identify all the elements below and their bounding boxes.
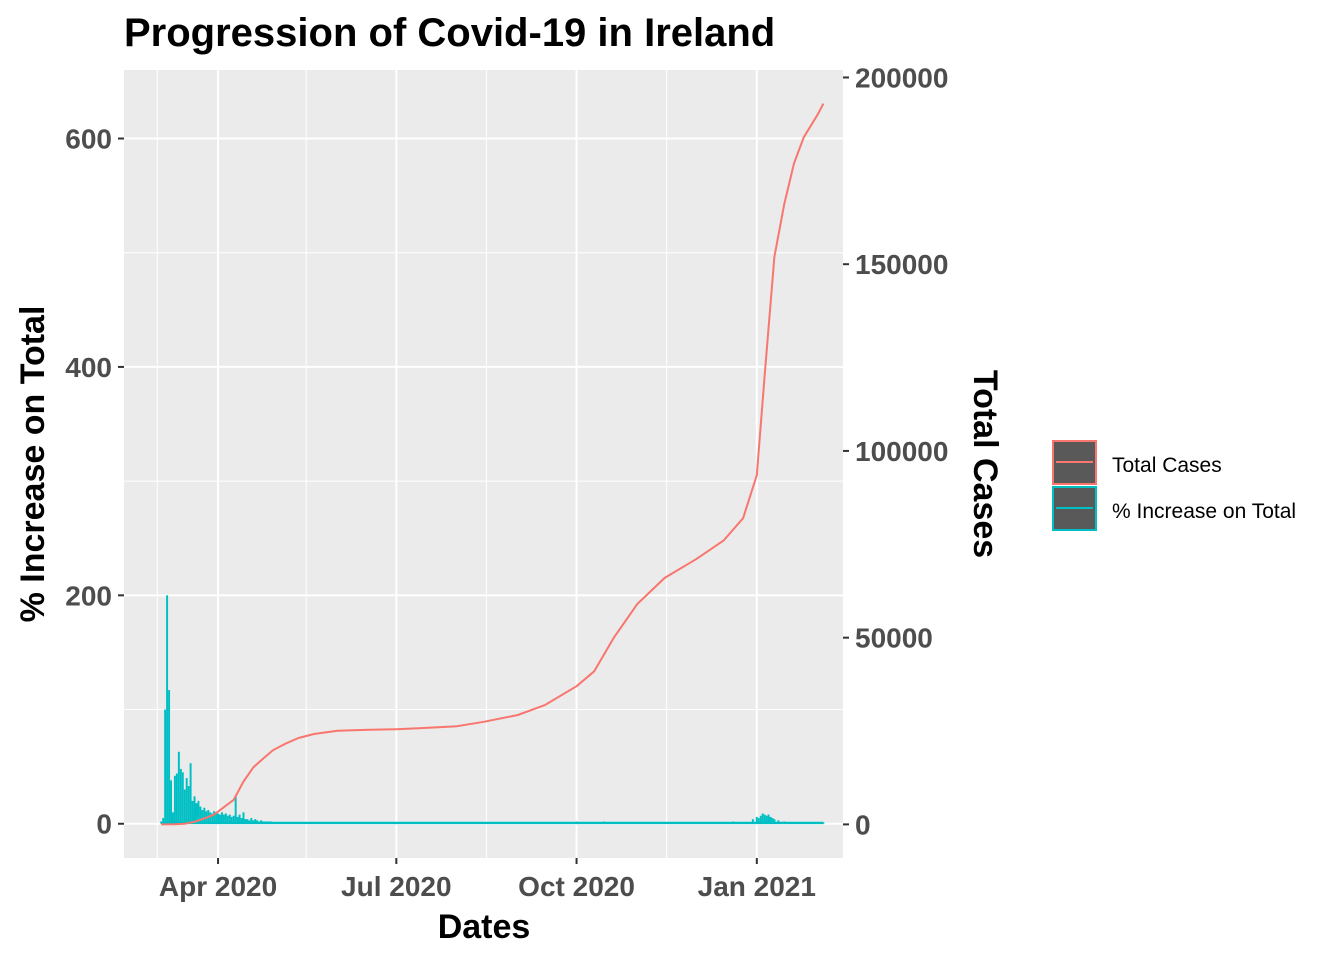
legend-item-percent-increase: % Increase on Total (1052, 486, 1296, 531)
percent-increase-bar (226, 815, 229, 824)
right-tick-label: 50000 (855, 623, 933, 654)
right-tick-label: 200000 (855, 62, 948, 93)
percent-increase-bar (242, 812, 245, 824)
percent-increase-bar (181, 772, 184, 824)
percent-increase-bar (219, 814, 221, 824)
percent-increase-bar (191, 800, 194, 824)
chart-title: Progression of Covid-19 in Ireland (124, 11, 775, 55)
left-axis-ticks: 0 200 400 600 (65, 124, 124, 840)
percent-increase-bar (761, 813, 764, 824)
percent-increase-bar (187, 786, 190, 824)
percent-increase-bar (179, 768, 182, 824)
percent-increase-bar (162, 818, 165, 824)
percent-increase-bar (228, 814, 231, 824)
percent-increase-bar (765, 815, 768, 824)
right-tick-label: 150000 (855, 249, 948, 280)
percent-increase-bar (769, 816, 772, 824)
left-tick-label: 400 (65, 352, 112, 383)
percent-increase-bar (215, 812, 218, 824)
percent-increase-bar (197, 800, 200, 824)
legend-item-total-cases: Total Cases (1052, 440, 1222, 485)
total-cases-line-layer (161, 103, 825, 826)
percent-increase-bar (773, 819, 776, 824)
percent-increase-bar (244, 819, 247, 824)
percent-increase-bar (230, 816, 233, 824)
percent-increase-bar (177, 751, 180, 824)
percent-increase-bar (189, 763, 192, 824)
percent-increase-bar (170, 780, 172, 824)
x-tick-label: Oct 2020 (518, 871, 635, 902)
x-tick-label: Apr 2020 (159, 871, 277, 902)
x-tick-label: Jan 2021 (698, 871, 816, 902)
percent-increase-bar (250, 818, 253, 824)
percent-increase-bar (771, 818, 774, 824)
legend-label-total-cases: Total Cases (1112, 454, 1222, 477)
right-axis-title: Total Cases (966, 370, 1004, 558)
right-tick-label: 0 (855, 809, 871, 840)
legend-label-percent-increase: % Increase on Total (1112, 500, 1296, 523)
percent-increase-bar (222, 814, 225, 824)
percent-increase-bar (193, 796, 196, 824)
percent-increase-bar (195, 803, 198, 824)
minor-gridlines (124, 70, 843, 858)
percent-increase-bar (751, 819, 754, 824)
percent-increase-bar (203, 807, 206, 824)
percent-increase-bar (236, 816, 239, 824)
percent-increase-bar (217, 813, 220, 824)
percent-increase-bar (183, 789, 186, 824)
percent-increase-bar (757, 818, 760, 824)
x-tick-label: Jul 2020 (341, 871, 452, 902)
percent-increase-bar (199, 806, 202, 824)
percent-increase-bar (220, 812, 223, 824)
percent-increase-bar (224, 813, 227, 824)
percent-increase-bar (175, 773, 178, 824)
percent-increase-bar (164, 709, 167, 824)
percent-increase-bar (763, 814, 766, 824)
plot-panel (124, 70, 843, 858)
percent-increase-bar (160, 821, 163, 824)
percent-increase-bar (755, 816, 758, 824)
x-axis-ticks: Apr 2020 Jul 2020 Oct 2020 Jan 2021 (159, 858, 816, 902)
percent-increase-bar (168, 690, 171, 824)
percent-increase-bar (759, 815, 762, 824)
left-tick-label: 200 (65, 580, 112, 611)
total-cases-line (161, 103, 825, 826)
percent-increase-bar (166, 595, 169, 824)
percent-increase-bar (201, 810, 204, 824)
percent-increase-bar (185, 778, 188, 824)
left-tick-label: 600 (65, 124, 112, 155)
percent-increase-bar (254, 819, 257, 824)
percent-increase-bar (232, 815, 235, 824)
percent-increase-bar (173, 775, 176, 824)
left-tick-label: 0 (96, 809, 112, 840)
legend: Total Cases % Increase on Total (1052, 440, 1296, 531)
x-axis-title: Dates (438, 908, 531, 946)
percent-increase-bar (238, 814, 241, 824)
percent-increase-bar (246, 819, 249, 824)
percent-increase-bar (209, 812, 212, 824)
percent-increase-bar (211, 813, 214, 824)
percent-increase-bar (213, 811, 216, 824)
right-axis-ticks: 0 50000 100000 150000 200000 (843, 62, 948, 840)
percent-increase-bar (234, 796, 237, 824)
percent-increase-bar (171, 812, 174, 824)
right-tick-label: 100000 (855, 436, 948, 467)
left-axis-title: % Increase on Total (14, 306, 52, 623)
percent-increase-bar (240, 818, 243, 824)
percent-increase-bar (767, 814, 770, 824)
